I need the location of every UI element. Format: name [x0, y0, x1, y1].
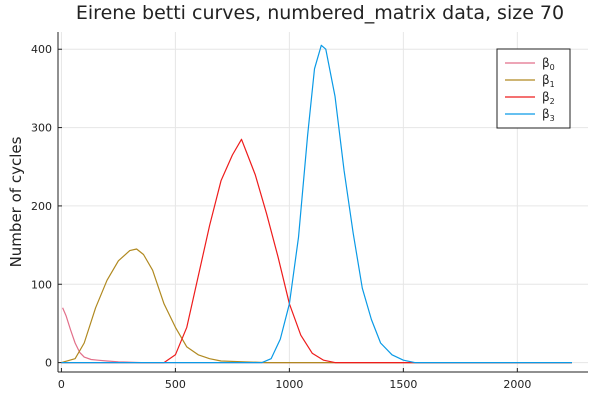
- y-tick-label: 200: [31, 200, 52, 213]
- y-axis-label: Number of cycles: [7, 136, 25, 267]
- x-tick-label: 500: [165, 378, 186, 391]
- tick-labels: 0 500 1000 1500 2000 0 100 200 300 400: [31, 43, 531, 391]
- y-tick-label: 0: [45, 357, 52, 370]
- legend-box: [496, 48, 571, 129]
- x-tick-label: 0: [58, 378, 65, 391]
- x-tick-label: 2000: [503, 378, 531, 391]
- legend-label-beta-3: β3: [542, 107, 555, 123]
- series-line-beta-3: [61, 44, 572, 364]
- legend-label-beta-0: β0: [542, 56, 555, 72]
- series-line-beta-1: [61, 248, 572, 364]
- series-line-beta-0: [62, 307, 572, 364]
- series-lines: [61, 44, 572, 364]
- legend-label-beta-1: β1: [542, 73, 555, 89]
- x-tick-label: 1000: [275, 378, 303, 391]
- legend-label-beta-2: β2: [542, 90, 555, 106]
- axes: [57, 32, 588, 373]
- chart-title: Eirene betti curves, numbered_matrix dat…: [76, 2, 564, 24]
- x-tick-label: 1500: [389, 378, 417, 391]
- series-line-beta-2: [61, 138, 572, 364]
- y-tick-label: 300: [31, 122, 52, 135]
- y-tick-label: 100: [31, 278, 52, 291]
- y-tick-label: 400: [31, 43, 52, 56]
